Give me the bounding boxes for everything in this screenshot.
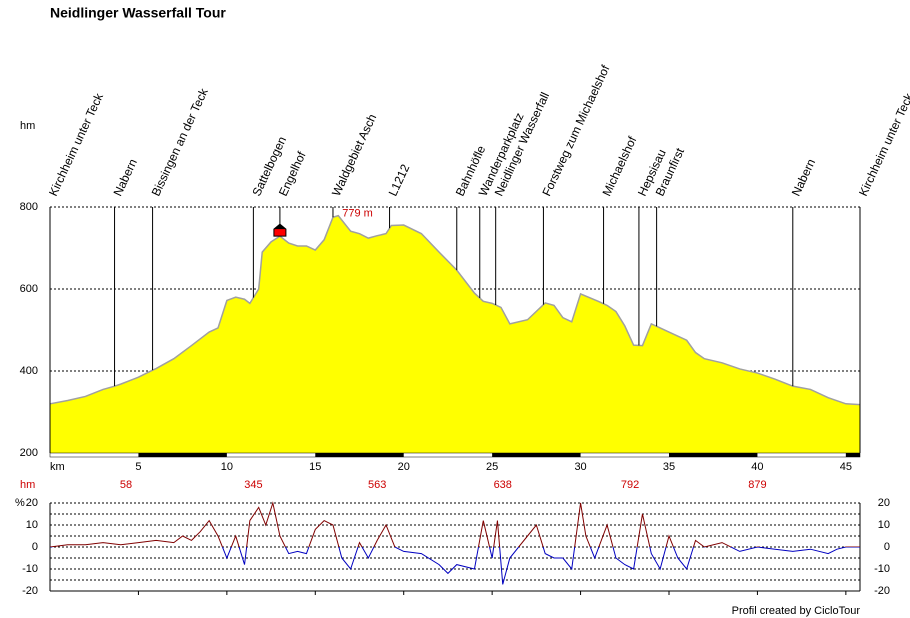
- chart-title: Neidlinger Wasserfall Tour: [50, 5, 226, 21]
- climb-value: 58: [120, 479, 132, 491]
- max-label: 779 m: [342, 208, 373, 220]
- waypoint-label: Michaelshof: [600, 134, 640, 199]
- x-tick-label: 20: [398, 461, 410, 473]
- gradient-line-negative: [50, 547, 860, 585]
- waypoint-marker-roof: [273, 224, 286, 230]
- km-bar-segment: [492, 453, 581, 457]
- x-tick-label: 40: [751, 461, 763, 473]
- gradient-line-positive: [50, 501, 860, 547]
- x-tick-label: 45: [840, 461, 852, 473]
- y-unit: hm: [20, 120, 35, 132]
- waypoint-label: Waldgebiet Asch: [329, 112, 379, 199]
- x-tick-label: 15: [309, 461, 321, 473]
- km-bar-segment: [845, 453, 860, 457]
- km-bar-segment: [668, 453, 758, 457]
- climb-label: hm: [20, 479, 35, 491]
- y-tick-label: 0: [32, 541, 38, 553]
- km-bar-segment: [138, 453, 227, 457]
- elevation-line: [49, 214, 861, 406]
- waypoint-label: Forstweg zum Michaelshof: [539, 62, 612, 198]
- y-tick-label: 20: [26, 497, 38, 509]
- y-tick-label-right: 20: [878, 497, 890, 509]
- x-unit: km: [50, 461, 65, 473]
- km-bar-segment: [315, 453, 404, 457]
- y-tick-label: -10: [22, 563, 38, 575]
- y-tick-label-right: -10: [874, 563, 890, 575]
- climb-value: 879: [748, 479, 766, 491]
- x-tick-label: 5: [135, 461, 141, 473]
- waypoint-label: Nabern: [789, 157, 818, 199]
- y-tick-label: 400: [20, 365, 38, 377]
- x-tick-label: 30: [574, 461, 586, 473]
- gradient-unit: %: [15, 497, 25, 509]
- y-tick-label-right: -20: [874, 585, 890, 597]
- waypoint-label: L1212: [386, 162, 413, 198]
- climb-value: 638: [494, 479, 512, 491]
- climb-value: 792: [621, 479, 639, 491]
- y-tick-label: 600: [20, 283, 38, 295]
- waypoint-label: Kirchheim unter Teck: [46, 90, 106, 198]
- climb-value: 563: [368, 479, 386, 491]
- waypoint-label: Nabern: [111, 157, 140, 199]
- waypoint-label: Kirchheim unter Teck: [856, 90, 910, 198]
- x-tick-label: 10: [221, 461, 233, 473]
- x-tick-label: 35: [663, 461, 675, 473]
- elevation-area: [50, 215, 860, 453]
- y-tick-label: 200: [20, 447, 38, 459]
- climb-value: 345: [244, 479, 262, 491]
- footer: Profil created by CicloTour: [732, 605, 861, 617]
- x-tick-label: 25: [486, 461, 498, 473]
- y-tick-label: 10: [26, 519, 38, 531]
- y-tick-label: 800: [20, 201, 38, 213]
- y-tick-label-right: 10: [878, 519, 890, 531]
- y-tick-label: -20: [22, 585, 38, 597]
- waypoint-label: Bissingen an der Teck: [149, 85, 212, 198]
- y-tick-label-right: 0: [884, 541, 890, 553]
